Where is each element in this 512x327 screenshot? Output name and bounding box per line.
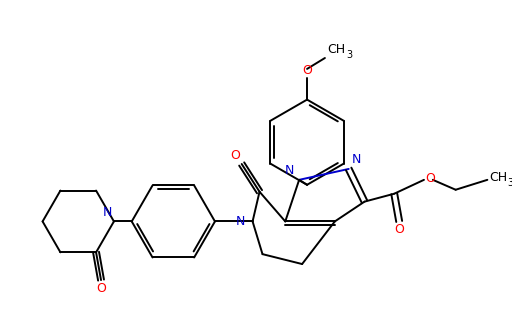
Text: N: N <box>285 164 294 177</box>
Text: N: N <box>352 153 361 166</box>
Text: O: O <box>230 149 240 162</box>
Text: O: O <box>394 223 404 236</box>
Text: N: N <box>236 215 245 228</box>
Text: O: O <box>96 282 106 295</box>
Text: CH: CH <box>489 171 507 184</box>
Text: 3: 3 <box>347 50 353 60</box>
Text: CH: CH <box>327 43 345 56</box>
Text: 3: 3 <box>507 178 512 188</box>
Text: N: N <box>102 206 112 219</box>
Text: O: O <box>425 172 435 185</box>
Text: O: O <box>302 64 312 77</box>
